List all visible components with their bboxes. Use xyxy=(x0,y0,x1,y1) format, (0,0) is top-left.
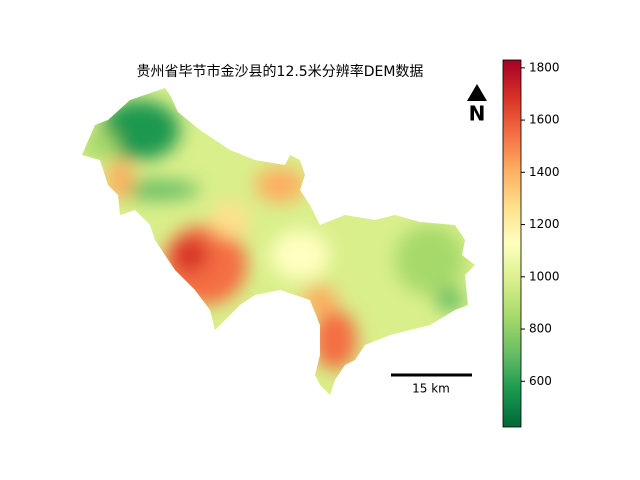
colorbar-tick-label: 1800 xyxy=(529,60,560,74)
colorbar-tick-label: 800 xyxy=(529,322,552,336)
dem-raster xyxy=(82,88,475,395)
colorbar-tick-label: 1600 xyxy=(529,113,560,127)
north-arrow xyxy=(467,84,487,101)
colorbar-tick-label: 1400 xyxy=(529,165,560,179)
colorbar-tick-label: 1200 xyxy=(529,217,560,231)
colorbar xyxy=(502,59,522,428)
colorbar-tick-label: 1000 xyxy=(529,269,560,283)
colorbar-ticks: 600 800 1000 1200 1400 1600 1800 xyxy=(521,60,560,388)
north-label: N xyxy=(469,102,486,126)
scale-bar-label: 15 km xyxy=(412,382,450,396)
colorbar-tick-label: 600 xyxy=(529,374,552,388)
map-title: 贵州省毕节市金沙县的12.5米分辨率DEM数据 xyxy=(137,63,424,80)
